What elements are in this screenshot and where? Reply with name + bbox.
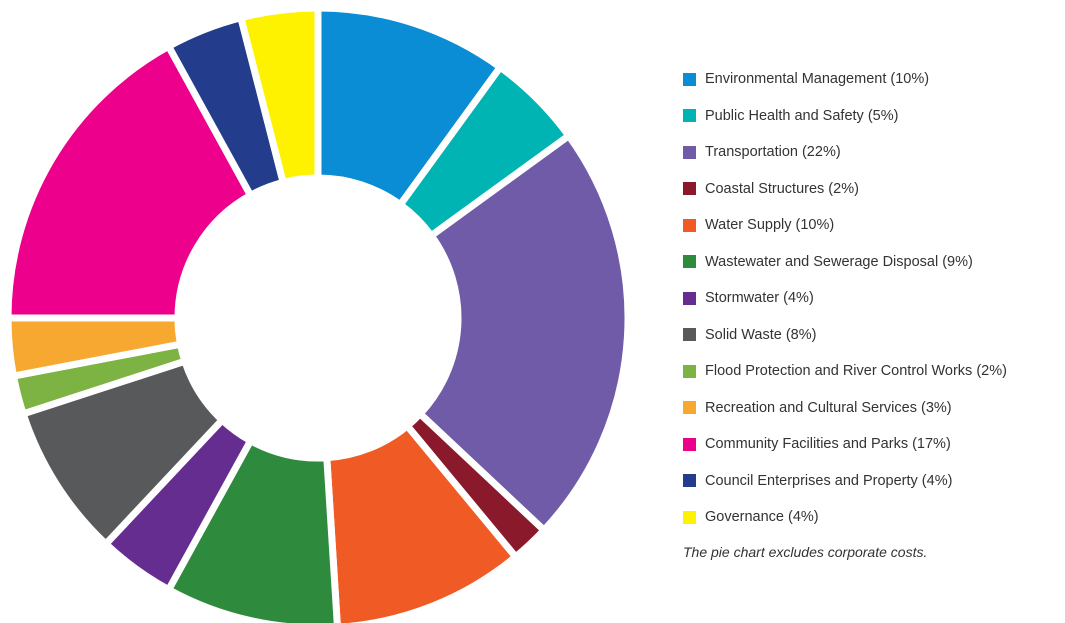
legend-label: Stormwater (4%) xyxy=(705,290,814,307)
legend-swatch xyxy=(683,218,696,232)
legend-label: Recreation and Cultural Services (3%) xyxy=(705,399,952,416)
legend-item: Recreation and Cultural Services (3%) xyxy=(683,390,1063,427)
legend-label: Water Supply (10%) xyxy=(705,217,835,234)
chart-footnote: The pie chart excludes corporate costs. xyxy=(683,544,928,560)
legend-item: Council Enterprises and Property (4%) xyxy=(683,463,1063,500)
slice-3 xyxy=(415,130,632,536)
legend-label: Coastal Structures (2%) xyxy=(705,180,859,197)
legend-item: Solid Waste (8%) xyxy=(683,317,1063,354)
legend-swatch xyxy=(683,109,696,123)
legend-swatch xyxy=(683,474,696,488)
legend-swatch xyxy=(683,328,696,342)
legend-item: Environmental Management (10%) xyxy=(683,61,1063,98)
legend-swatch xyxy=(683,255,696,269)
legend-label: Council Enterprises and Property (4%) xyxy=(705,472,953,489)
legend-swatch xyxy=(683,72,696,86)
legend-label: Community Facilities and Parks (17%) xyxy=(705,436,951,453)
legend-item: Wastewater and Sewerage Disposal (9%) xyxy=(683,244,1063,281)
legend-item: Governance (4%) xyxy=(683,499,1063,536)
legend-swatch xyxy=(683,182,696,196)
legend-item: Coastal Structures (2%) xyxy=(683,171,1063,208)
legend-swatch xyxy=(683,401,696,415)
legend-swatch xyxy=(683,145,696,159)
legend-swatch xyxy=(683,437,696,451)
legend-label: Transportation (22%) xyxy=(705,144,841,161)
legend-label: Solid Waste (8%) xyxy=(705,326,817,343)
chart-legend: Environmental Management (10%) Public Hea… xyxy=(683,61,1063,536)
legend-label: Public Health and Safety (5%) xyxy=(705,107,899,124)
legend-item: Community Facilities and Parks (17%) xyxy=(683,426,1063,463)
legend-label: Flood Protection and River Control Works… xyxy=(705,363,1007,380)
slice-11 xyxy=(4,41,256,322)
slice-13 xyxy=(236,4,322,187)
legend-swatch xyxy=(683,364,696,378)
legend-label: Wastewater and Sewerage Disposal (9%) xyxy=(705,253,973,270)
legend-item: Public Health and Safety (5%) xyxy=(683,98,1063,135)
legend-label: Environmental Management (10%) xyxy=(705,71,930,88)
legend-swatch xyxy=(683,291,696,305)
slice-1 xyxy=(314,4,506,210)
donut-chart xyxy=(4,4,632,623)
legend-label: Governance (4%) xyxy=(705,509,819,526)
legend-item: Transportation (22%) xyxy=(683,134,1063,171)
legend-item: Stormwater (4%) xyxy=(683,280,1063,317)
legend-item: Flood Protection and River Control Works… xyxy=(683,353,1063,390)
legend-item: Water Supply (10%) xyxy=(683,207,1063,244)
legend-swatch xyxy=(683,510,696,524)
slice-5 xyxy=(323,420,521,623)
